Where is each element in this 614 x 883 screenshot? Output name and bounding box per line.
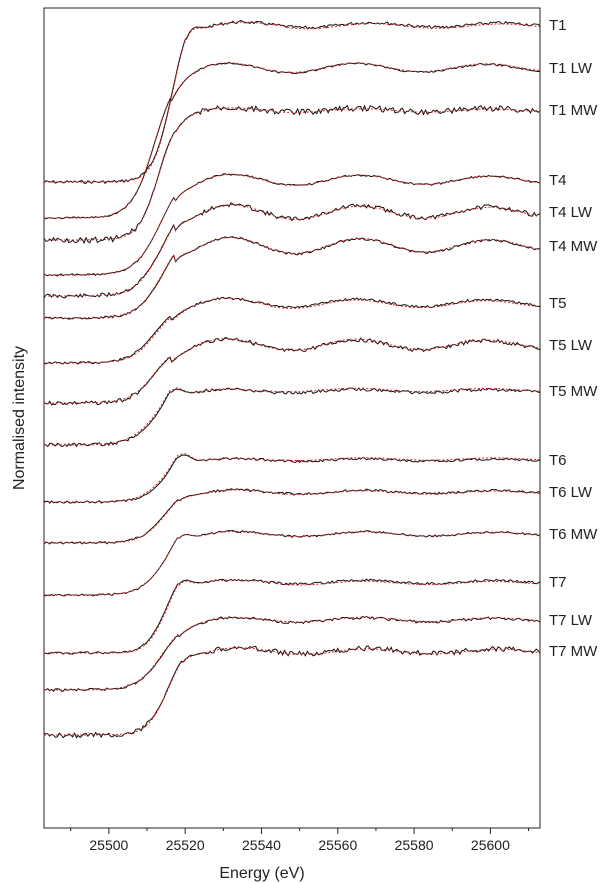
series-fit-line: [44, 338, 541, 404]
series-label: T5: [549, 295, 567, 312]
series-measured-line: [43, 645, 541, 739]
series-label: T1: [549, 17, 567, 34]
series-label: T1 MW: [549, 102, 598, 119]
series-measured-line: [43, 202, 541, 299]
series-fit-line: [44, 62, 541, 219]
series-fit-line: [44, 297, 541, 364]
series-fit-line: [44, 489, 541, 544]
series-fit-line: [44, 107, 541, 241]
series-label: T7 MW: [549, 643, 598, 660]
series-measured-line: [43, 387, 541, 448]
series-fit-line: [44, 530, 541, 596]
series-label: T5 MW: [549, 383, 598, 400]
x-tick-label: 25560: [318, 837, 357, 853]
series-label: T4 LW: [549, 204, 593, 221]
series-measured-line: [43, 336, 541, 406]
series-measured-line: [43, 454, 541, 504]
series-label: T4: [549, 172, 567, 189]
x-tick-label: 25520: [166, 837, 205, 853]
series-measured-line: [43, 578, 541, 655]
x-tick-label: 25580: [395, 837, 434, 853]
series-label: T5 LW: [549, 337, 593, 354]
series-measured-line: [43, 173, 541, 277]
plot-frame: [43, 7, 541, 829]
x-tick-label: 25600: [471, 837, 510, 853]
series-label: T1 LW: [549, 60, 593, 77]
series-fit-line: [44, 453, 541, 503]
x-tick-label: 25500: [89, 837, 128, 853]
series-fit-line: [44, 237, 541, 319]
series-fit-line: [44, 204, 541, 297]
series-layer: [43, 20, 541, 739]
series-fit-line: [44, 21, 541, 183]
series-fit-line: [44, 173, 541, 276]
series-fit-line: [44, 616, 541, 691]
series-fit-line: [44, 387, 541, 446]
series-measured-line: [43, 61, 541, 220]
x-tick-label: 25540: [242, 837, 281, 853]
series-label: T4 MW: [549, 238, 598, 255]
series-measured-line: [43, 615, 541, 693]
series-label: T6: [549, 452, 567, 469]
series-fit-line: [44, 647, 541, 736]
series-measured-line: [43, 488, 541, 545]
series-measured-line: [43, 20, 541, 185]
series-measured-line: [43, 529, 541, 597]
series-label: T6 MW: [549, 526, 598, 543]
series-label: T6 LW: [549, 484, 593, 501]
series-labels: T1 T1 LW T1 MW T4 T4 LW T4 MW T5 T5 LW T5 MW T6 T6…: [549, 17, 598, 660]
x-axis-title: Energy (eV): [219, 865, 304, 882]
series-label: T7 LW: [549, 612, 593, 629]
series-fit-line: [44, 579, 541, 654]
x-axis: 25500 25520 25540 25560 25580 25600: [70, 828, 530, 853]
series-measured-line: [43, 296, 541, 365]
series-label: T7: [549, 574, 567, 591]
series-measured-line: [43, 104, 541, 245]
y-axis-title: Normalised intensity: [11, 346, 28, 490]
